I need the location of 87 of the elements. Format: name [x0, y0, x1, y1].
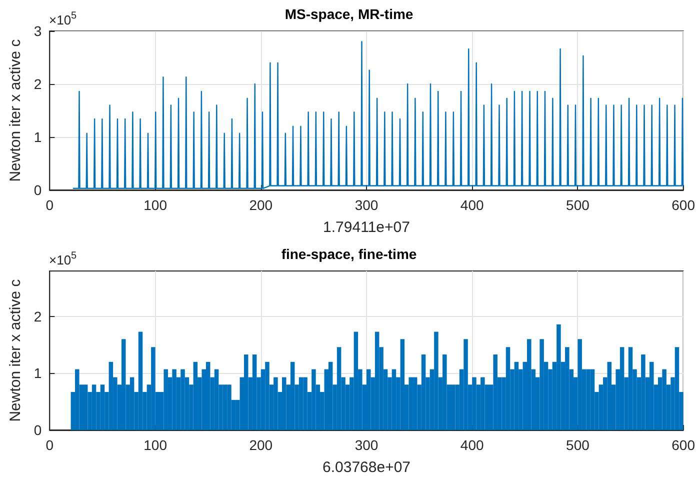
y-tick-label: 1 — [34, 365, 42, 382]
bar — [421, 354, 426, 430]
x-tick-label: 200 — [249, 197, 273, 213]
x-tick-label: 500 — [566, 197, 590, 213]
chart-title: MS-space, MR-time — [284, 6, 414, 22]
bar — [590, 369, 595, 430]
bar — [312, 369, 316, 430]
x-tick-label: 300 — [354, 197, 378, 213]
bar — [442, 354, 447, 430]
bar — [586, 369, 590, 430]
x-tick-label: 300 — [354, 437, 378, 453]
x-tick-label: 200 — [249, 437, 273, 453]
bar — [75, 369, 80, 430]
bar — [354, 332, 358, 430]
chart-title: fine-space, fine-time — [281, 246, 417, 262]
bar — [540, 339, 544, 430]
bar — [366, 369, 371, 430]
bar — [328, 362, 333, 430]
x-tick-label: 500 — [566, 437, 590, 453]
bar — [164, 369, 168, 430]
bar — [620, 347, 624, 430]
y-tick-label: 0 — [34, 422, 42, 438]
x-tick-label: 600 — [672, 437, 696, 453]
x-tick-label: 0 — [46, 437, 54, 453]
x-tick-label: 600 — [672, 197, 696, 213]
y-tick-label: 2 — [34, 308, 42, 324]
bar — [138, 332, 143, 430]
x-tick-label: 0 — [46, 197, 54, 213]
bar — [172, 369, 176, 430]
y-tick-label: 3 — [34, 23, 42, 39]
bar — [214, 369, 219, 430]
bar — [674, 347, 680, 430]
bar — [108, 362, 114, 430]
y-tick-label: 0 — [34, 182, 42, 198]
bar — [412, 377, 418, 430]
bar — [180, 369, 185, 430]
bar — [265, 362, 270, 430]
bar — [480, 377, 485, 430]
bar — [472, 377, 476, 430]
bar — [607, 362, 612, 430]
bar — [130, 377, 134, 430]
y-tick-label: 2 — [34, 76, 42, 92]
x-tick-label: 400 — [460, 437, 484, 453]
bar — [578, 339, 582, 430]
bar — [274, 377, 278, 430]
bar — [650, 362, 654, 430]
bar — [290, 362, 295, 430]
bar — [92, 384, 96, 430]
x-tick-label: 400 — [460, 197, 484, 213]
bar — [303, 377, 308, 430]
bar — [464, 339, 468, 430]
x-axis-title: 6.03768e+07 — [322, 459, 411, 476]
x-tick-label: 100 — [144, 437, 168, 453]
line-series — [72, 41, 684, 190]
bar — [514, 362, 519, 430]
bar — [506, 347, 510, 430]
bar — [222, 384, 228, 430]
bar — [374, 332, 380, 430]
y-axis-title: Newton iter x active c — [7, 38, 24, 182]
x-axis-title: 1.79411e+07 — [323, 219, 410, 236]
bar — [565, 347, 570, 430]
bar — [493, 354, 498, 430]
bar — [336, 347, 342, 430]
bar — [206, 362, 210, 430]
bar — [450, 384, 456, 430]
y-axis-title: Newton iter x active c — [7, 278, 24, 422]
bar — [151, 347, 156, 430]
y-tick-label: 1 — [34, 129, 42, 145]
bar — [244, 354, 248, 430]
bar — [193, 362, 198, 430]
bar — [282, 377, 286, 430]
bar — [408, 377, 413, 430]
bar — [434, 332, 438, 430]
bar — [227, 384, 232, 430]
bar — [400, 339, 405, 430]
bar — [298, 377, 304, 430]
bar — [392, 369, 396, 430]
x-tick-label: 100 — [144, 197, 168, 213]
bar — [556, 324, 561, 430]
bar — [662, 369, 666, 430]
bar — [252, 354, 257, 430]
bar — [100, 384, 105, 430]
bar — [641, 354, 646, 430]
bar — [83, 384, 88, 430]
bar — [628, 347, 633, 430]
bar — [121, 339, 126, 430]
bar — [527, 339, 532, 430]
